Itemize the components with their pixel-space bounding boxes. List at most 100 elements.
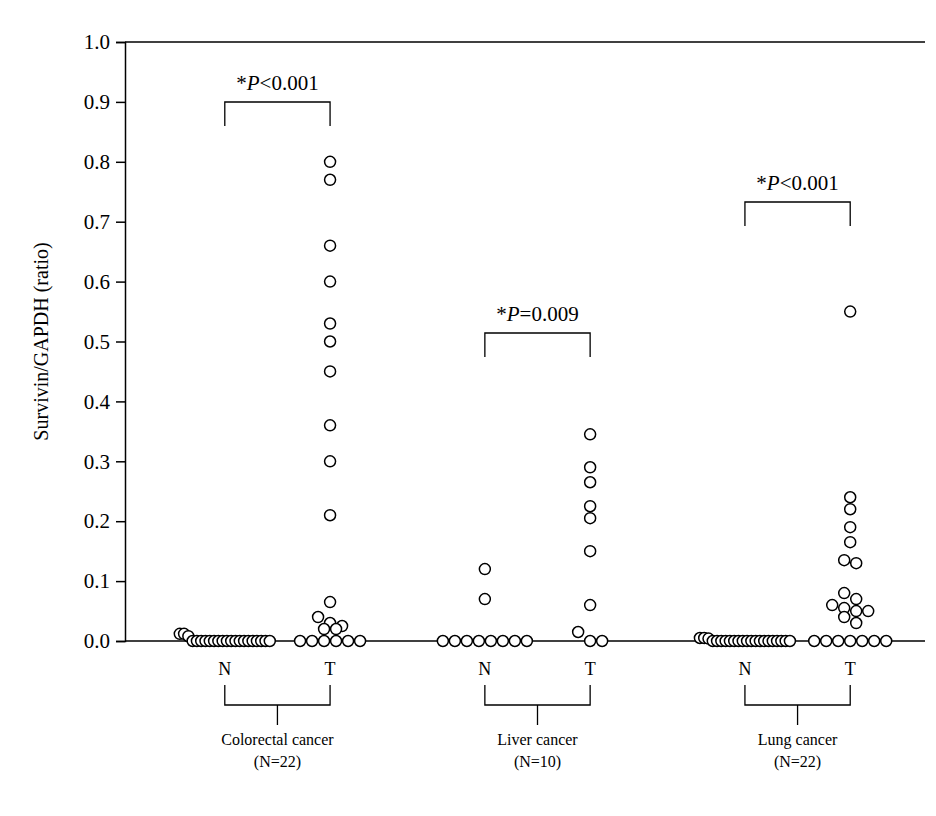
group-n: (N=22): [254, 753, 301, 771]
y-tick-mark: [116, 461, 125, 463]
data-point: [784, 636, 795, 647]
y-tick-label: 0.4: [84, 390, 111, 414]
data-point: [851, 594, 862, 605]
group-bracket: [745, 685, 850, 725]
y-tick: 0.5: [84, 330, 125, 354]
p-value-label: *P=0.009: [496, 302, 578, 326]
data-point: [845, 636, 856, 647]
data-point: [325, 456, 336, 467]
significance-bracket: [745, 202, 850, 226]
data-point: [833, 636, 844, 647]
data-point: [325, 240, 336, 251]
data-point: [325, 174, 336, 185]
y-tick-label: 0.6: [84, 270, 110, 294]
category-label: T: [845, 659, 856, 679]
data-point: [851, 606, 862, 617]
p-value-label: *P<0.001: [236, 71, 318, 95]
data-point: [585, 462, 596, 473]
data-point: [845, 492, 856, 503]
data-point: [264, 636, 275, 647]
y-tick-mark: [116, 521, 125, 523]
data-point: [585, 429, 596, 440]
y-tick-mark: [116, 42, 125, 44]
y-axis-line: [116, 43, 126, 642]
data-point: [449, 636, 460, 647]
data-point: [851, 618, 862, 629]
data-point: [839, 555, 850, 566]
data-point: [325, 597, 336, 608]
y-tick-label: 0.7: [84, 210, 110, 234]
points: [174, 156, 891, 646]
y-tick-mark: [116, 401, 125, 403]
category-label: N: [218, 659, 231, 679]
data-point: [479, 594, 490, 605]
data-point: [319, 636, 330, 647]
group-n: (N=10): [514, 753, 561, 771]
data-point: [857, 636, 868, 647]
data-point: [597, 636, 608, 647]
y-tick: 0.6: [84, 270, 125, 294]
group-bracket: [225, 685, 330, 725]
data-point: [295, 636, 306, 647]
group-label: Colorectal cancer: [221, 731, 334, 748]
category-label: T: [325, 659, 336, 679]
data-point: [509, 636, 520, 647]
y-tick-label: 0.0: [84, 629, 110, 653]
y-tick-mark: [116, 341, 125, 343]
data-point: [485, 636, 496, 647]
data-point: [851, 558, 862, 569]
y-tick-label: 0.5: [84, 330, 110, 354]
data-point: [325, 510, 336, 521]
data-point: [845, 522, 856, 533]
group-n: (N=22): [774, 753, 821, 771]
data-point: [585, 477, 596, 488]
y-tick-mark: [116, 162, 125, 164]
group-label: Lung cancer: [758, 731, 838, 749]
data-point: [325, 276, 336, 287]
y-tick-mark: [116, 581, 125, 583]
data-point: [809, 636, 820, 647]
y-tick-label: 0.9: [84, 90, 110, 114]
data-point: [573, 627, 584, 638]
data-point: [313, 612, 324, 623]
data-point: [839, 612, 850, 623]
data-point: [461, 636, 472, 647]
y-tick: 0.8: [84, 150, 125, 174]
data-point: [585, 636, 596, 647]
data-point: [827, 600, 838, 611]
p-value-label: *P<0.001: [756, 171, 838, 195]
y-tick: 0.4: [84, 390, 125, 414]
y-tick: 0.0: [84, 629, 125, 653]
category-label: N: [738, 659, 751, 679]
frame-top: [125, 41, 925, 43]
data-point: [863, 606, 874, 617]
data-point: [325, 366, 336, 377]
data-point: [521, 636, 532, 647]
data-point: [845, 537, 856, 548]
y-tick-label: 1.0: [84, 30, 110, 54]
data-point: [585, 513, 596, 524]
data-point: [839, 588, 850, 599]
y-tick-label: 0.2: [84, 509, 110, 533]
category-label: T: [585, 659, 596, 679]
data-point: [821, 636, 832, 647]
group-bracket: [485, 685, 590, 725]
data-point: [497, 636, 508, 647]
y-tick: 0.2: [84, 509, 125, 533]
data-point: [325, 156, 336, 167]
data-point: [869, 636, 880, 647]
data-point: [325, 318, 336, 329]
data-point: [585, 546, 596, 557]
y-tick-mark: [116, 102, 125, 104]
significance-bracket: [485, 333, 590, 357]
data-point: [845, 306, 856, 317]
chart: 0.00.10.20.30.40.50.60.70.80.91.0Survivi…: [0, 0, 936, 816]
y-tick-label: 0.8: [84, 150, 110, 174]
y-tick: 0.1: [84, 569, 125, 593]
data-point: [331, 624, 342, 635]
group-label: Liver cancer: [497, 731, 578, 748]
data-point: [325, 420, 336, 431]
data-point: [355, 636, 366, 647]
y-tick-mark: [116, 281, 125, 283]
y-tick-mark: [116, 221, 125, 223]
